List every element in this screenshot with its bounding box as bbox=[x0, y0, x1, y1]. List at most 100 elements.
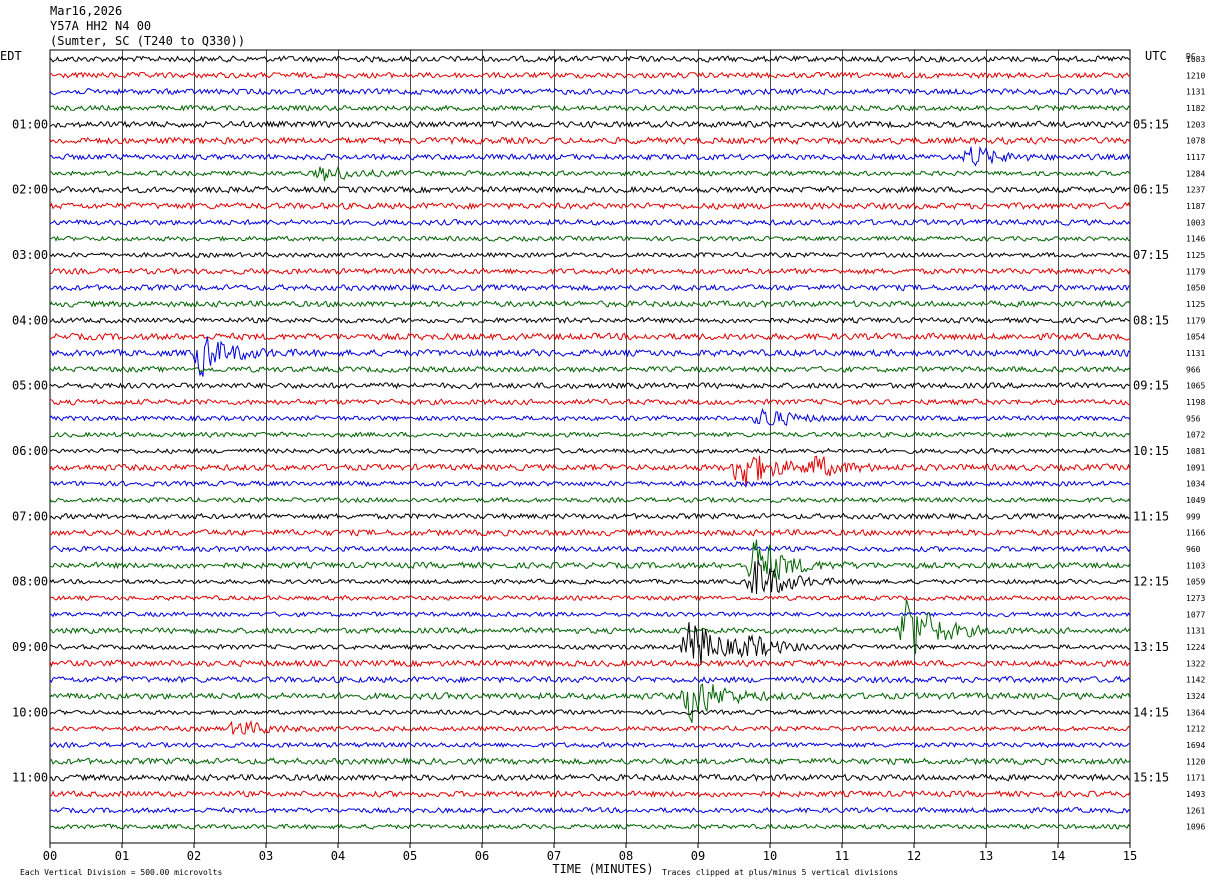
dc-offset-label: 1078 bbox=[1186, 137, 1205, 146]
left-hour-label: 03:00 bbox=[12, 248, 48, 262]
trace-row bbox=[49, 823, 1131, 830]
right-hour-label: 14:15 bbox=[1133, 705, 1169, 719]
trace-row bbox=[49, 267, 1131, 276]
right-timezone-label: UTC bbox=[1145, 49, 1167, 63]
dc-offset-label: 1493 bbox=[1186, 790, 1205, 799]
trace-row bbox=[49, 300, 1131, 308]
dc-offset-label: 1091 bbox=[1186, 463, 1205, 472]
dc-offset-label: 1120 bbox=[1186, 757, 1205, 766]
dc-offset-label: 1072 bbox=[1186, 431, 1205, 440]
trace-row bbox=[49, 560, 1131, 594]
dc-label: DC bbox=[1186, 52, 1196, 61]
trace-row bbox=[49, 719, 1131, 735]
dc-offset-label: 1096 bbox=[1186, 823, 1205, 832]
right-hour-label: 13:15 bbox=[1133, 640, 1169, 654]
trace-row bbox=[49, 365, 1131, 374]
trace-row bbox=[49, 709, 1131, 716]
left-hour-label: 01:00 bbox=[12, 117, 48, 131]
dc-offset-label: 1131 bbox=[1186, 88, 1205, 97]
dc-offset-label: 1261 bbox=[1186, 806, 1205, 815]
trace-row bbox=[49, 381, 1131, 390]
x-tick-label: 00 bbox=[43, 849, 57, 863]
dc-offset-label: 1131 bbox=[1186, 349, 1205, 358]
dc-offset-label: 1034 bbox=[1186, 480, 1205, 489]
trace-row bbox=[49, 622, 1131, 665]
trace-row bbox=[49, 145, 1131, 167]
dc-offset-label: 1125 bbox=[1186, 300, 1205, 309]
trace-row bbox=[49, 611, 1131, 618]
trace-row bbox=[49, 316, 1131, 324]
right-hour-label: 07:15 bbox=[1133, 248, 1169, 262]
trace-row bbox=[49, 332, 1131, 341]
dc-offset-label: 1322 bbox=[1186, 659, 1205, 668]
trace-row bbox=[49, 594, 1131, 602]
dc-offset-label: 1237 bbox=[1186, 186, 1205, 195]
dc-offset-label: 1103 bbox=[1186, 561, 1205, 570]
dc-offset-label: 966 bbox=[1186, 365, 1201, 374]
trace-row bbox=[49, 218, 1131, 227]
dc-offset-label: 1083 bbox=[1186, 55, 1205, 64]
left-hour-label: 08:00 bbox=[12, 575, 48, 589]
x-tick-label: 02 bbox=[187, 849, 201, 863]
trace-row bbox=[49, 659, 1131, 668]
dc-offset-label: 1171 bbox=[1186, 774, 1205, 783]
dc-offset-label: 1049 bbox=[1186, 496, 1205, 505]
right-hour-label: 08:15 bbox=[1133, 313, 1169, 327]
trace-row bbox=[49, 539, 1131, 580]
x-tick-label: 01 bbox=[115, 849, 129, 863]
dc-offset-label: 1324 bbox=[1186, 692, 1205, 701]
trace-row bbox=[49, 71, 1131, 80]
dc-offset-label: 1003 bbox=[1186, 218, 1205, 227]
x-tick-label: 12 bbox=[907, 849, 921, 863]
left-timezone-label: EDT bbox=[0, 49, 22, 63]
trace-row bbox=[49, 455, 1131, 488]
trace-row bbox=[49, 185, 1131, 194]
trace-row bbox=[49, 599, 1131, 655]
right-hour-label: 09:15 bbox=[1133, 379, 1169, 393]
left-hour-label: 11:00 bbox=[12, 771, 48, 785]
trace-row bbox=[49, 773, 1131, 782]
dc-offset-label: 1059 bbox=[1186, 578, 1205, 587]
dc-offset-label: 1146 bbox=[1186, 235, 1205, 244]
dc-offset-label: 960 bbox=[1186, 545, 1201, 554]
dc-offset-label: 956 bbox=[1186, 414, 1201, 423]
dc-offset-label: 1166 bbox=[1186, 529, 1205, 538]
x-tick-label: 06 bbox=[475, 849, 489, 863]
footer-right-note: Traces clipped at plus/minus 5 vertical … bbox=[662, 868, 898, 877]
trace-row bbox=[49, 790, 1131, 798]
trace-row bbox=[49, 480, 1131, 488]
x-axis-title: TIME (MINUTES) bbox=[552, 862, 653, 876]
trace-row bbox=[49, 496, 1131, 504]
dc-offset-label: 1224 bbox=[1186, 643, 1205, 652]
x-tick-label: 04 bbox=[331, 849, 345, 863]
left-hour-label: 10:00 bbox=[12, 705, 48, 719]
x-tick-label: 11 bbox=[835, 849, 849, 863]
trace-row bbox=[49, 512, 1131, 521]
trace-row bbox=[49, 201, 1131, 211]
trace-row bbox=[49, 283, 1131, 292]
trace-row bbox=[49, 120, 1130, 129]
footer-left-note: Each Vertical Division = 500.00 microvol… bbox=[20, 868, 222, 877]
right-hour-label: 15:15 bbox=[1133, 771, 1169, 785]
dc-offset-label: 1050 bbox=[1186, 284, 1205, 293]
trace-row bbox=[49, 431, 1131, 438]
plot-frame bbox=[49, 49, 1131, 844]
dc-offset-label: 1187 bbox=[1186, 202, 1205, 211]
dc-offset-label: 1179 bbox=[1186, 267, 1205, 276]
dc-offset-label: 1198 bbox=[1186, 398, 1205, 407]
left-hour-label: 07:00 bbox=[12, 509, 48, 523]
trace-row bbox=[49, 545, 1131, 553]
right-hour-label: 10:15 bbox=[1133, 444, 1169, 458]
dc-offset-label: 1077 bbox=[1186, 610, 1205, 619]
left-hour-label: 02:00 bbox=[12, 183, 48, 197]
right-hour-label: 11:15 bbox=[1133, 509, 1169, 523]
dc-offset-label: 1081 bbox=[1186, 447, 1205, 456]
x-tick-label: 08 bbox=[619, 849, 633, 863]
trace-row bbox=[49, 87, 1131, 96]
dc-offset-label: 1065 bbox=[1186, 382, 1205, 391]
x-tick-label: 09 bbox=[691, 849, 705, 863]
dc-offset-label: 1179 bbox=[1186, 316, 1205, 325]
left-hour-label: 04:00 bbox=[12, 313, 48, 327]
dc-offset-label: 1203 bbox=[1186, 120, 1205, 129]
